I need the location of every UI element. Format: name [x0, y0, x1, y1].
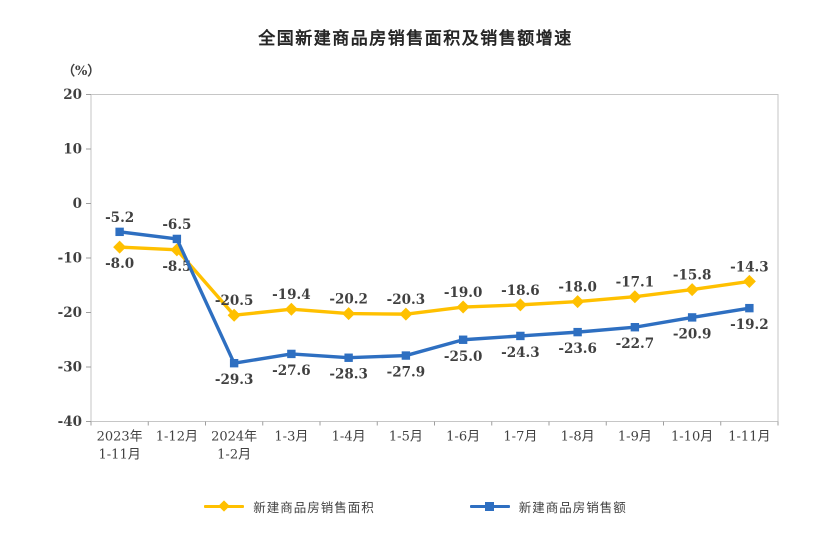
diamond-data-point-marker	[628, 290, 642, 304]
data-point-value-label: -22.7	[616, 336, 654, 352]
square-data-point-marker	[172, 234, 182, 244]
data-point-value-label: -20.2	[329, 292, 367, 308]
x-axis-category-label: 1-9月	[618, 430, 652, 445]
diamond-data-point-marker	[342, 307, 356, 321]
diamond-data-point-marker	[456, 300, 470, 314]
square-data-point-marker	[630, 323, 640, 332]
square-data-point-marker	[287, 349, 296, 359]
square-data-point-marker	[516, 331, 525, 341]
data-point-value-label: -6.5	[162, 217, 191, 233]
legend-label-sales-amount: 新建商品房销售额	[518, 501, 627, 515]
square-data-point-marker	[401, 351, 411, 360]
square-marker-icon	[485, 501, 495, 511]
data-point-value-label: -20.5	[215, 293, 253, 309]
data-point-value-label: -25.0	[444, 349, 482, 365]
chart-legend: 新建商品房销售面积 新建商品房销售额	[0, 497, 831, 516]
diamond-data-point-marker	[685, 283, 699, 297]
data-point-value-label: -5.2	[105, 210, 134, 226]
data-point-value-label: -14.3	[730, 259, 768, 275]
sales-area-series-line	[117, 245, 752, 317]
data-point-value-label: -18.6	[501, 283, 539, 299]
diamond-data-point-marker	[113, 240, 127, 254]
data-point-value-label: -15.8	[673, 268, 711, 284]
x-axis-category-label: 1-2月	[217, 448, 251, 463]
data-point-value-label: -18.0	[558, 280, 596, 296]
diamond-data-point-marker	[227, 308, 241, 322]
square-data-point-marker	[745, 303, 754, 313]
diamond-data-point-marker	[284, 302, 298, 316]
data-point-value-label: -19.4	[272, 287, 310, 303]
chart-title: 全国新建商品房销售面积及销售额增速	[258, 29, 573, 48]
x-axis-category-label: 1-11月	[99, 448, 141, 463]
diamond-marker-icon	[218, 500, 230, 512]
data-point-value-label: -29.3	[215, 372, 253, 388]
data-point-value-label: -20.9	[673, 326, 711, 342]
x-axis-category-label: 1-6月	[446, 430, 480, 445]
data-point-value-label: -8.5	[162, 259, 191, 275]
sales-area-line-icon	[204, 500, 245, 512]
x-axis-category-label: 1-8月	[561, 430, 595, 445]
data-point-value-label: -27.6	[272, 363, 310, 379]
x-axis-category-label: 1-7月	[503, 430, 537, 445]
data-point-value-label: -23.6	[558, 341, 596, 357]
square-data-point-marker	[687, 313, 697, 322]
legend-label-sales-area: 新建商品房销售面积	[253, 501, 375, 515]
data-point-value-label: -28.3	[329, 367, 367, 383]
y-axis-tick-label: -40	[58, 414, 82, 430]
square-data-point-marker	[573, 327, 582, 337]
x-axis-category-label: 2024年	[211, 430, 257, 445]
legend-item-sales-area: 新建商品房销售面积	[204, 497, 375, 516]
data-point-value-label: -20.3	[387, 292, 425, 308]
square-data-point-marker	[229, 358, 239, 368]
square-data-point-marker	[344, 353, 353, 362]
y-axis-tick-label: 0	[73, 196, 82, 212]
plot-border	[90, 94, 779, 422]
x-axis-category-label: 1-5月	[389, 430, 423, 445]
y-axis-tick-label: -10	[58, 251, 82, 267]
x-axis-category-label: 1-11月	[728, 430, 770, 445]
data-point-value-label: -8.0	[105, 256, 134, 272]
x-axis-category-label: 1-3月	[274, 430, 308, 445]
x-axis-category-label: 1-4月	[332, 430, 366, 445]
data-point-value-label: -27.9	[387, 365, 425, 381]
diamond-data-point-marker	[513, 298, 527, 312]
y-axis-tick-label: 10	[63, 142, 82, 158]
data-point-value-label: -19.2	[730, 317, 768, 333]
diamond-data-point-marker	[571, 295, 585, 309]
data-point-value-label: -19.0	[444, 285, 482, 301]
y-axis-tick-label: 20	[63, 87, 82, 103]
x-axis-category-label: 1-10月	[671, 430, 713, 445]
sales-amount-line-icon	[469, 501, 510, 511]
square-data-point-marker	[115, 227, 124, 237]
x-axis-category-label: 1-12月	[156, 430, 198, 445]
sales-amount-series-line	[117, 230, 752, 365]
x-axis-category-label: 2023年	[97, 430, 143, 445]
legend-item-sales-amount: 新建商品房销售额	[469, 497, 627, 516]
y-axis-tick-label: -20	[58, 305, 82, 321]
diamond-data-point-marker	[742, 274, 756, 288]
data-point-value-label: -17.1	[616, 275, 654, 291]
data-point-value-label: -24.3	[501, 345, 539, 361]
square-data-point-marker	[458, 335, 468, 344]
y-axis-tick-label: -30	[58, 360, 82, 376]
diamond-data-point-marker	[399, 307, 413, 321]
y-axis-unit-label: （%）	[62, 64, 101, 79]
